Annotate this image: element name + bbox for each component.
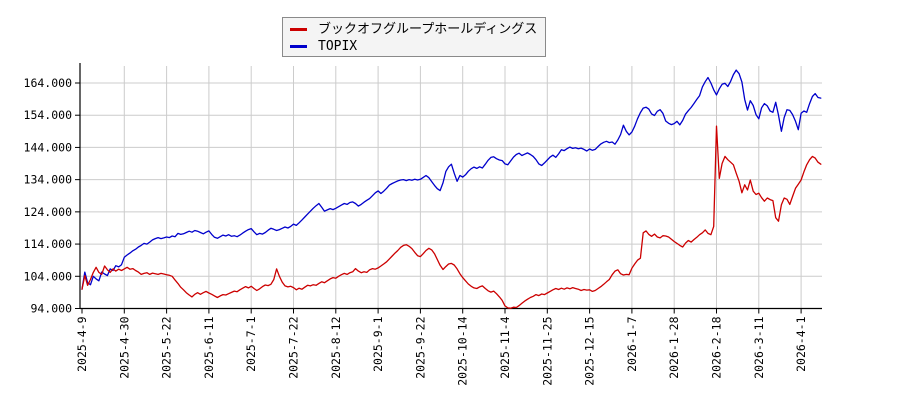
- x-axis-tick-label: 2025-11-4: [498, 316, 512, 378]
- y-axis-tick-label: 134.000: [24, 173, 73, 187]
- blue-line-swatch: [290, 45, 307, 48]
- legend-item-topix: TOPIX: [290, 38, 545, 55]
- x-axis-tick-label: 2025-6-11: [202, 316, 216, 378]
- series-line-bookoff: [81, 125, 822, 309]
- x-axis-tick-label: 2025-8-12: [329, 316, 343, 378]
- y-axis-tick-label: 94.000: [30, 301, 72, 315]
- y-axis-tick-label: 114.000: [24, 237, 73, 251]
- x-axis-tick-label: 2025-9-22: [413, 316, 427, 378]
- x-axis-tick-label: 2025-7-22: [287, 316, 301, 378]
- x-axis-tick-label: 2026-1-7: [625, 316, 639, 371]
- legend-label-topix: TOPIX: [318, 39, 358, 54]
- y-axis-tick-label: 144.000: [24, 140, 73, 154]
- chart-legend: ブックオフグループホールディングス TOPIX: [282, 17, 546, 57]
- y-axis-tick-label: 164.000: [24, 76, 73, 90]
- x-axis-tick-label: 2025-7-1: [244, 316, 258, 371]
- y-axis-tick-label: 154.000: [24, 108, 73, 122]
- y-axis-tick-label: 124.000: [24, 205, 73, 219]
- legend-label-bookoff: ブックオフグループホールディングス: [318, 22, 538, 37]
- x-axis-tick-label: 2026-1-28: [667, 316, 681, 378]
- x-axis-tick-label: 2026-2-18: [710, 316, 724, 378]
- red-line-swatch: [290, 28, 307, 31]
- x-axis-tick-label: 2025-9-1: [371, 316, 385, 371]
- legend-item-bookoff: ブックオフグループホールディングス: [290, 21, 545, 38]
- x-axis-tick-label: 2026-3-11: [752, 316, 766, 378]
- x-axis-tick-label: 2025-12-15: [583, 316, 597, 385]
- x-axis-tick-label: 2025-10-14: [456, 316, 470, 385]
- series-line-topix: [81, 69, 822, 290]
- x-axis-tick-label: 2025-4-30: [117, 316, 131, 378]
- x-axis-tick-label: 2025-5-22: [160, 316, 174, 378]
- y-axis-tick-label: 104.000: [24, 269, 73, 283]
- x-axis-tick-label: 2025-11-25: [540, 316, 554, 385]
- x-axis-tick-label: 2026-4-1: [794, 316, 808, 371]
- x-axis-tick-label: 2025-4-9: [75, 316, 89, 371]
